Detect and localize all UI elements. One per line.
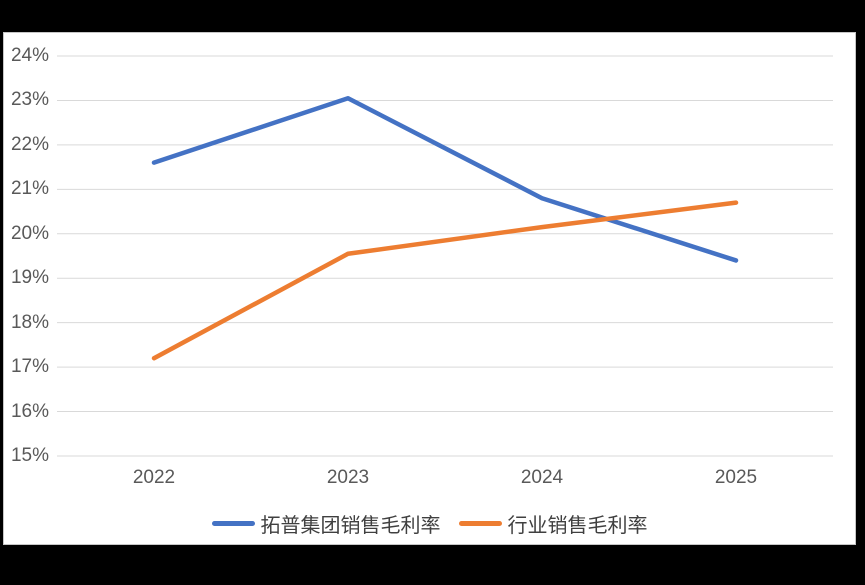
y-tick-label: 21% — [10, 178, 49, 200]
y-tick-label: 24% — [10, 45, 49, 66]
x-tick-label: 2023 — [326, 467, 370, 488]
y-tick-label: 20% — [10, 222, 49, 244]
series-line-0 — [151, 95, 739, 263]
legend-line-swatch-blue — [211, 521, 255, 526]
y-tick-label: 15% — [10, 445, 49, 466]
legend-item-series-1: 行业销售毛利率 — [458, 509, 648, 538]
x-tick-label: 2022 — [132, 467, 176, 488]
x-tick-label: 2025 — [714, 467, 758, 488]
x-tick-label: 2024 — [520, 467, 564, 488]
legend-label: 拓普集团销售毛利率 — [260, 515, 441, 537]
y-tick-label: 23% — [10, 89, 49, 111]
series-line-1 — [151, 200, 739, 361]
y-tick-label: 19% — [10, 267, 49, 289]
legend-line-swatch-orange — [458, 521, 502, 526]
y-tick-label: 18% — [10, 311, 49, 333]
y-tick-label: 17% — [10, 356, 49, 378]
legend: 拓普集团销售毛利率 行业销售毛利率 — [4, 509, 855, 538]
y-tick-label: 22% — [10, 133, 49, 155]
plot-area — [57, 55, 833, 457]
legend-item-series-0: 拓普集团销售毛利率 — [211, 509, 441, 538]
chart-panel: 24% 23% 22% 21% 20% 19% 18% 17% 16% 15% 2022 2023 2… — [3, 32, 856, 545]
legend-label: 行业销售毛利率 — [507, 515, 648, 537]
y-tick-label: 16% — [10, 400, 49, 422]
